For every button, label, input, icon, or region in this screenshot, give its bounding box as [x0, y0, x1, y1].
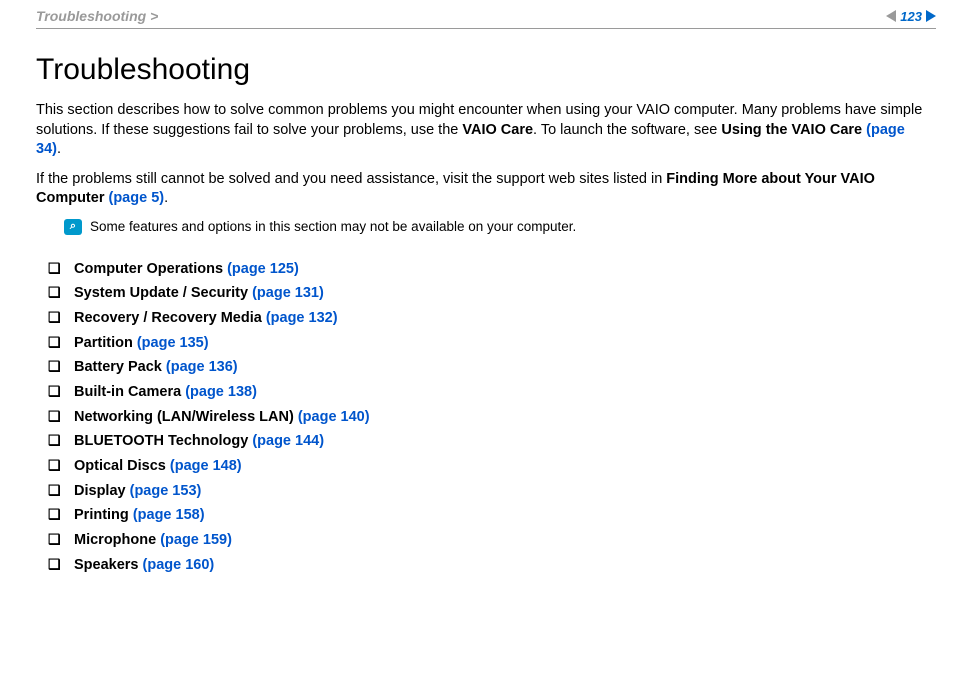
- toc-item: ❏ Display (page 153): [48, 479, 930, 504]
- note-text: Some features and options in this sectio…: [90, 219, 576, 234]
- toc-item: ❏ Printing (page 158): [48, 503, 930, 528]
- toc-label: Partition: [74, 335, 137, 351]
- toc-page-link[interactable]: (page 158): [133, 507, 205, 523]
- bullet-icon: ❏: [48, 331, 60, 355]
- toc-page-link[interactable]: (page 159): [160, 532, 232, 548]
- toc-label: BLUETOOTH Technology: [74, 433, 252, 449]
- page-number: 123: [898, 9, 924, 24]
- toc-label: Networking (LAN/Wireless LAN): [74, 409, 298, 425]
- toc-page-link[interactable]: (page 160): [143, 557, 215, 573]
- page-5-link[interactable]: (page 5): [109, 190, 165, 206]
- intro-paragraph-2: If the problems still cannot be solved a…: [36, 170, 930, 209]
- toc-item: ❏ Microphone (page 159): [48, 528, 930, 553]
- toc-page-link[interactable]: (page 140): [298, 409, 370, 425]
- toc-label: Optical Discs: [74, 458, 170, 474]
- toc-list: ❏ Computer Operations (page 125) ❏ System …: [36, 257, 930, 577]
- breadcrumb[interactable]: Troubleshooting >: [36, 8, 158, 24]
- page-content: Troubleshooting This section describes h…: [0, 29, 954, 577]
- toc-item: ❏ BLUETOOTH Technology (page 144): [48, 429, 930, 454]
- toc-item: ❏ Computer Operations (page 125): [48, 257, 930, 282]
- bullet-icon: ❏: [48, 479, 60, 503]
- toc-label: Microphone: [74, 532, 160, 548]
- toc-label: Battery Pack: [74, 359, 166, 375]
- note: ⌕ Some features and options in this sect…: [64, 219, 930, 235]
- toc-item: ❏ Battery Pack (page 136): [48, 355, 930, 380]
- toc-page-link[interactable]: (page 136): [166, 359, 238, 375]
- next-page-icon[interactable]: [926, 10, 936, 22]
- toc-item: ❏ Speakers (page 160): [48, 553, 930, 578]
- toc-label: Computer Operations: [74, 261, 227, 277]
- toc-label: Recovery / Recovery Media: [74, 310, 266, 326]
- bullet-icon: ❏: [48, 306, 60, 330]
- prev-page-icon[interactable]: [886, 10, 896, 22]
- toc-page-link[interactable]: (page 148): [170, 458, 242, 474]
- toc-page-link[interactable]: (page 138): [185, 384, 257, 400]
- bullet-icon: ❏: [48, 281, 60, 305]
- toc-label: Built-in Camera: [74, 384, 185, 400]
- text: .: [57, 141, 61, 157]
- using-vaio-care-label: Using the VAIO Care: [721, 122, 866, 138]
- bullet-icon: ❏: [48, 405, 60, 429]
- bullet-icon: ❏: [48, 380, 60, 404]
- bullet-icon: ❏: [48, 553, 60, 577]
- toc-label: System Update / Security: [74, 285, 252, 301]
- info-icon: ⌕: [64, 219, 82, 235]
- vaio-care-label: VAIO Care: [462, 122, 533, 138]
- toc-item: ❏ Networking (LAN/Wireless LAN) (page 140…: [48, 405, 930, 430]
- bullet-icon: ❏: [48, 528, 60, 552]
- page-header: Troubleshooting > 123: [0, 0, 954, 28]
- toc-item: ❏ Built-in Camera (page 138): [48, 380, 930, 405]
- toc-page-link[interactable]: (page 125): [227, 261, 299, 277]
- toc-item: ❏ Recovery / Recovery Media (page 132): [48, 306, 930, 331]
- text: .: [164, 190, 168, 206]
- toc-label: Printing: [74, 507, 133, 523]
- bullet-icon: ❏: [48, 503, 60, 527]
- bullet-icon: ❏: [48, 257, 60, 281]
- toc-label: Display: [74, 483, 130, 499]
- text: If the problems still cannot be solved a…: [36, 171, 666, 187]
- toc-item: ❏ Partition (page 135): [48, 331, 930, 356]
- toc-page-link[interactable]: (page 144): [252, 433, 324, 449]
- toc-item: ❏ Optical Discs (page 148): [48, 454, 930, 479]
- bullet-icon: ❏: [48, 429, 60, 453]
- toc-page-link[interactable]: (page 131): [252, 285, 324, 301]
- text: . To launch the software, see: [533, 122, 721, 138]
- toc-label: Speakers: [74, 557, 143, 573]
- bullet-icon: ❏: [48, 454, 60, 478]
- toc-page-link[interactable]: (page 153): [130, 483, 202, 499]
- page-title: Troubleshooting: [36, 53, 930, 87]
- toc-page-link[interactable]: (page 132): [266, 310, 338, 326]
- page-nav: 123: [886, 9, 936, 24]
- intro-paragraph-1: This section describes how to solve comm…: [36, 101, 930, 160]
- toc-page-link[interactable]: (page 135): [137, 335, 209, 351]
- bullet-icon: ❏: [48, 355, 60, 379]
- toc-item: ❏ System Update / Security (page 131): [48, 281, 930, 306]
